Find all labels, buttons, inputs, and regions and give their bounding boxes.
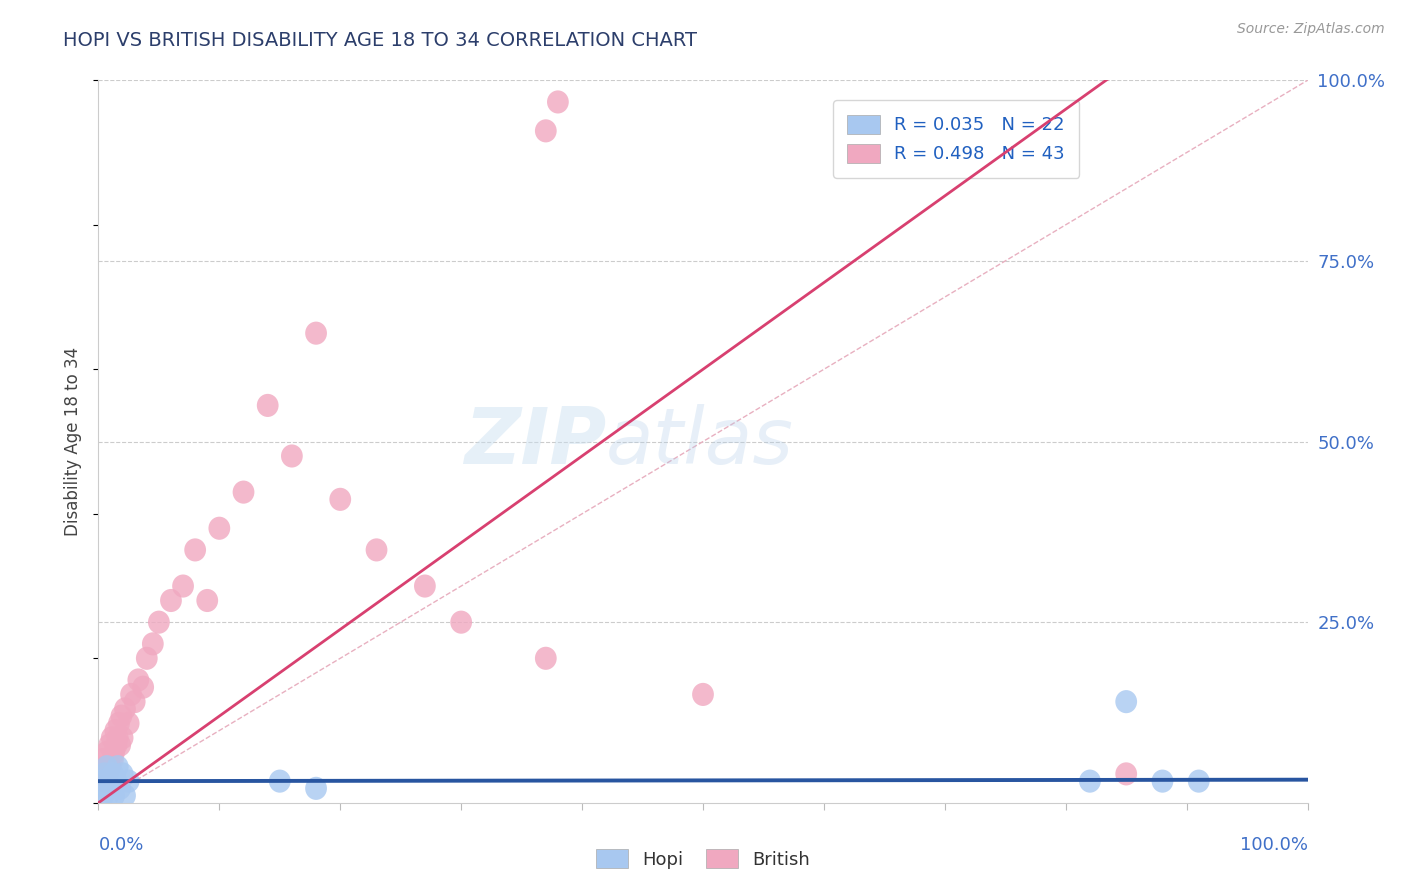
Ellipse shape bbox=[120, 683, 142, 706]
Ellipse shape bbox=[105, 733, 128, 756]
Ellipse shape bbox=[96, 756, 118, 778]
Ellipse shape bbox=[94, 770, 115, 793]
Ellipse shape bbox=[97, 763, 120, 786]
Ellipse shape bbox=[305, 777, 328, 800]
Ellipse shape bbox=[110, 733, 131, 756]
Ellipse shape bbox=[269, 770, 291, 793]
Ellipse shape bbox=[111, 726, 134, 749]
Ellipse shape bbox=[366, 539, 388, 561]
Ellipse shape bbox=[94, 777, 117, 800]
Ellipse shape bbox=[547, 90, 569, 113]
Ellipse shape bbox=[329, 488, 352, 511]
Ellipse shape bbox=[94, 756, 117, 778]
Ellipse shape bbox=[160, 589, 181, 612]
Legend: Hopi, British: Hopi, British bbox=[589, 841, 817, 876]
Ellipse shape bbox=[1188, 770, 1209, 793]
Ellipse shape bbox=[534, 647, 557, 670]
Ellipse shape bbox=[100, 777, 121, 800]
Text: Source: ZipAtlas.com: Source: ZipAtlas.com bbox=[1237, 22, 1385, 37]
Ellipse shape bbox=[184, 539, 207, 561]
Ellipse shape bbox=[142, 632, 163, 656]
Ellipse shape bbox=[110, 777, 131, 800]
Text: atlas: atlas bbox=[606, 403, 794, 480]
Ellipse shape bbox=[107, 726, 129, 749]
Ellipse shape bbox=[450, 611, 472, 633]
Ellipse shape bbox=[104, 719, 127, 742]
Ellipse shape bbox=[93, 784, 114, 807]
Ellipse shape bbox=[118, 770, 139, 793]
Legend: R = 0.035   N = 22, R = 0.498   N = 43: R = 0.035 N = 22, R = 0.498 N = 43 bbox=[832, 100, 1080, 178]
Ellipse shape bbox=[114, 784, 136, 807]
Ellipse shape bbox=[111, 705, 132, 728]
Ellipse shape bbox=[93, 747, 114, 771]
Ellipse shape bbox=[103, 763, 124, 786]
Ellipse shape bbox=[1115, 763, 1137, 786]
Ellipse shape bbox=[114, 698, 136, 721]
Ellipse shape bbox=[91, 770, 112, 793]
Ellipse shape bbox=[124, 690, 146, 714]
Ellipse shape bbox=[197, 589, 218, 612]
Ellipse shape bbox=[103, 784, 125, 807]
Ellipse shape bbox=[208, 516, 231, 540]
Ellipse shape bbox=[98, 770, 120, 793]
Ellipse shape bbox=[281, 444, 302, 467]
Ellipse shape bbox=[105, 770, 128, 793]
Ellipse shape bbox=[100, 756, 121, 778]
Text: 100.0%: 100.0% bbox=[1240, 836, 1308, 854]
Ellipse shape bbox=[413, 574, 436, 598]
Ellipse shape bbox=[94, 763, 115, 786]
Text: 0.0%: 0.0% bbox=[98, 836, 143, 854]
Text: HOPI VS BRITISH DISABILITY AGE 18 TO 34 CORRELATION CHART: HOPI VS BRITISH DISABILITY AGE 18 TO 34 … bbox=[63, 31, 697, 50]
Ellipse shape bbox=[103, 740, 125, 764]
Ellipse shape bbox=[257, 394, 278, 417]
Ellipse shape bbox=[232, 481, 254, 504]
Ellipse shape bbox=[97, 784, 120, 807]
Ellipse shape bbox=[111, 763, 134, 786]
Ellipse shape bbox=[1078, 770, 1101, 793]
Ellipse shape bbox=[132, 675, 155, 698]
Ellipse shape bbox=[91, 763, 112, 786]
Ellipse shape bbox=[103, 747, 124, 771]
Ellipse shape bbox=[128, 668, 149, 691]
Text: ZIP: ZIP bbox=[464, 403, 606, 480]
Ellipse shape bbox=[534, 120, 557, 143]
Ellipse shape bbox=[1152, 770, 1174, 793]
Ellipse shape bbox=[1115, 690, 1137, 714]
Ellipse shape bbox=[118, 712, 139, 735]
Ellipse shape bbox=[98, 733, 120, 756]
Ellipse shape bbox=[107, 756, 129, 778]
Ellipse shape bbox=[172, 574, 194, 598]
Y-axis label: Disability Age 18 to 34: Disability Age 18 to 34 bbox=[65, 347, 83, 536]
Ellipse shape bbox=[101, 726, 122, 749]
Ellipse shape bbox=[96, 740, 118, 764]
Ellipse shape bbox=[305, 322, 328, 344]
Ellipse shape bbox=[136, 647, 157, 670]
Ellipse shape bbox=[692, 683, 714, 706]
Ellipse shape bbox=[148, 611, 170, 633]
Ellipse shape bbox=[108, 712, 129, 735]
